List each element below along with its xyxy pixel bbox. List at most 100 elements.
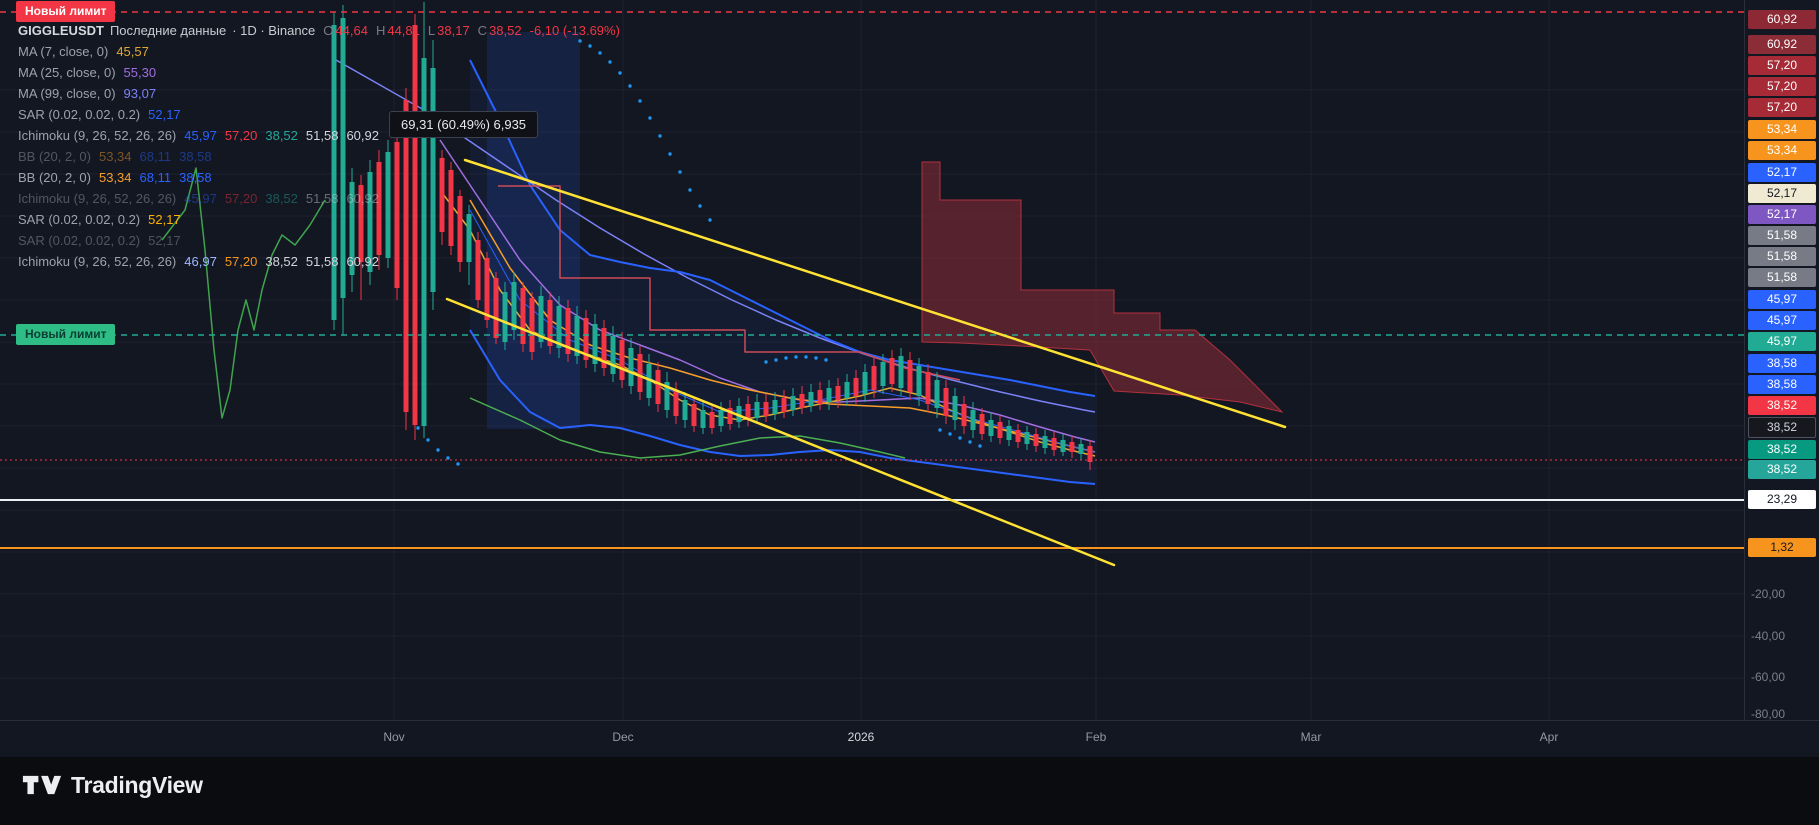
- sar_mid-dot: [784, 356, 788, 360]
- price-axis[interactable]: 60,92 60,92 57,20 57,20 57,20 53,34 53,34 52,17…: [1744, 0, 1819, 721]
- candle-body: [412, 25, 418, 425]
- legend-indicator-row[interactable]: BB (20, 2, 0) 53,34 68,11 38,58: [18, 146, 620, 167]
- legend-indicator-row[interactable]: BB (20, 2, 0) 53,34 68,11 38,58: [18, 167, 620, 188]
- candle-body: [439, 158, 445, 232]
- indicator-label: BB (20, 2, 0): [18, 170, 91, 185]
- price-tick: -40,00: [1751, 629, 1786, 643]
- indicator-value: 60,92: [346, 254, 379, 269]
- candle-body: [970, 410, 976, 430]
- indicator-value: 38,58: [179, 170, 212, 185]
- indicator-value: 38,52: [265, 191, 298, 206]
- price-label: 60,92: [1748, 35, 1816, 54]
- indicator-label: MA (7, close, 0): [18, 44, 109, 59]
- sar_right-dot: [938, 428, 942, 432]
- legend-indicator-row[interactable]: MA (99, close, 0) 93,07: [18, 83, 620, 104]
- candle-body: [916, 366, 922, 396]
- candle-body: [520, 288, 526, 344]
- chart-canvas[interactable]: [0, 0, 1745, 720]
- bb_lower: [469, 329, 1096, 485]
- legend-indicator-row[interactable]: Ichimoku (9, 26, 52, 26, 26) 45,97 57,20 38…: [18, 188, 620, 209]
- time-axis-label: Dec: [612, 730, 634, 744]
- candle-body: [826, 388, 832, 402]
- candle-body: [1051, 438, 1057, 450]
- candle-body: [619, 340, 625, 380]
- sar_arc-dot: [678, 170, 682, 174]
- tradingview-logo[interactable]: TradingView: [22, 771, 203, 799]
- candle-body: [349, 182, 355, 275]
- legend-indicator-row[interactable]: Ichimoku (9, 26, 52, 26, 26) 46,97 57,20 38…: [18, 251, 620, 272]
- limit-order-label[interactable]: Новый лимит: [16, 324, 116, 345]
- legend-indicator-row[interactable]: MA (25, close, 0) 55,30: [18, 62, 620, 83]
- sar_arc-dot: [708, 218, 712, 222]
- candle-body: [340, 18, 346, 298]
- price-label: 45,97: [1748, 290, 1816, 309]
- candle-body: [673, 390, 679, 416]
- symbol-name[interactable]: GIGGLEUSDT: [18, 23, 104, 38]
- price-label: 52,17: [1748, 205, 1816, 224]
- candle-body: [790, 396, 796, 410]
- candle-body: [943, 388, 949, 416]
- legend-indicator-row[interactable]: MA (7, close, 0) 45,57: [18, 41, 620, 62]
- indicator-label: MA (25, close, 0): [18, 65, 116, 80]
- candle-body: [736, 406, 742, 422]
- candle-body: [1024, 432, 1030, 444]
- candle-body: [682, 400, 688, 420]
- sar_low_left-dot: [426, 438, 430, 442]
- time-axis[interactable]: Nov Dec 2026 Feb Mar Apr: [0, 720, 1819, 757]
- candle-body: [511, 282, 517, 330]
- legend-symbol-row[interactable]: GIGGLEUSDT Последние данные · 1D · Binance…: [18, 20, 620, 41]
- candle-body: [502, 292, 508, 342]
- candle-body: [1060, 440, 1066, 452]
- band-fill: [470, 60, 1095, 484]
- candle-body: [637, 354, 643, 392]
- indicator-value: 45,97: [184, 128, 217, 143]
- sar_right-dot: [978, 444, 982, 448]
- limit-order-label[interactable]: Новый лимит: [16, 1, 116, 22]
- price-label: 38,52: [1748, 396, 1816, 415]
- candle-body: [574, 316, 580, 356]
- indicator-label: MA (99, close, 0): [18, 86, 116, 101]
- trendline_lower[interactable]: [445, 297, 1116, 567]
- chart-pane[interactable]: GIGGLEUSDT Последние данные · 1D · Binance…: [0, 0, 1745, 720]
- sar_mid-dot: [814, 356, 818, 360]
- indicator-value: 38,52: [265, 128, 298, 143]
- price-label: 1,32: [1748, 538, 1816, 557]
- candle-body: [1033, 434, 1039, 446]
- indicator-label: SAR (0.02, 0.02, 0.2): [18, 107, 141, 122]
- price-label: 45,97: [1748, 332, 1816, 351]
- sar_arc-dot: [618, 71, 622, 75]
- legend-indicator-row[interactable]: SAR (0.02, 0.02, 0.2) 52,17: [18, 104, 620, 125]
- sar_mid-dot: [824, 358, 828, 362]
- trendline_upper[interactable]: [463, 158, 1287, 429]
- indicator-value: 51,58: [305, 128, 339, 143]
- indicator-value: 51,58: [305, 191, 339, 206]
- price-label: 53,34: [1748, 141, 1816, 160]
- candle-body: [493, 278, 499, 338]
- price-label: 53,34: [1748, 120, 1816, 139]
- candle-body: [898, 356, 904, 388]
- price-label: 45,97: [1748, 311, 1816, 330]
- price-label: 51,58: [1748, 268, 1816, 287]
- legend-indicator-row[interactable]: SAR (0.02, 0.02, 0.2) 52,17: [18, 209, 620, 230]
- price-tick: -80,00: [1751, 707, 1786, 721]
- time-axis-label: 2026: [847, 730, 875, 744]
- candle-body: [979, 414, 985, 434]
- candle-body: [988, 420, 994, 436]
- legend-indicator-row[interactable]: SAR (0.02, 0.02, 0.2) 52,17: [18, 230, 620, 251]
- price-label: 52,17: [1748, 163, 1816, 182]
- candle-body: [430, 68, 436, 292]
- price-label: 57,20: [1748, 98, 1816, 117]
- indicator-value: 53,34: [98, 170, 132, 185]
- sar_low_left-dot: [446, 456, 450, 460]
- price-label: 52,17: [1748, 184, 1816, 203]
- indicator-label: Ichimoku (9, 26, 52, 26, 26): [18, 191, 177, 206]
- candle-body: [1015, 430, 1021, 442]
- candle-body: [1078, 444, 1084, 454]
- legend-indicator-row[interactable]: Ichimoku (9, 26, 52, 26, 26) 45,97 57,20 38…: [18, 125, 620, 146]
- indicator-label: Ichimoku (9, 26, 52, 26, 26): [18, 128, 177, 143]
- candle-body: [727, 408, 733, 424]
- sar_mid-dot: [804, 355, 808, 359]
- sar_right-dot: [968, 440, 972, 444]
- indicator-label: Ichimoku (9, 26, 52, 26, 26): [18, 254, 177, 269]
